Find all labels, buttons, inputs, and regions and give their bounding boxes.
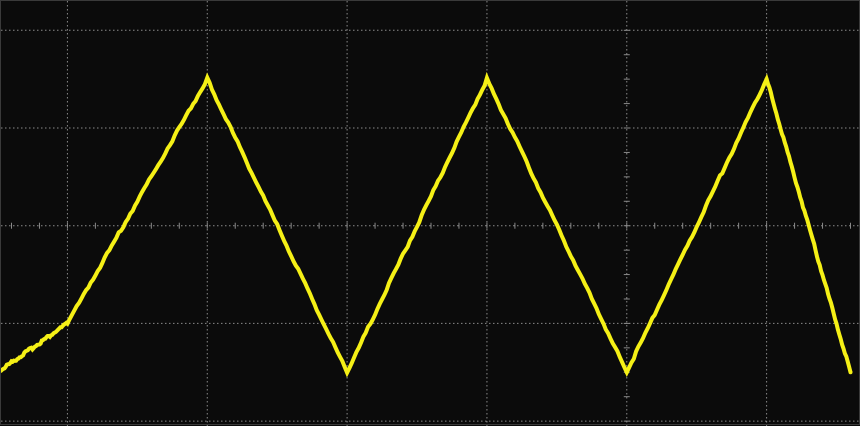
waveform-vertex-point (484, 77, 489, 82)
waveform-vertex-point (345, 370, 350, 375)
trace-layer (1, 71, 853, 378)
waveform-vertex-point (624, 370, 629, 375)
waveform-vertex-point (848, 370, 853, 375)
waveform-vertex-point (65, 321, 70, 326)
waveform-vertex-point (205, 77, 210, 82)
waveform-trace (1, 71, 853, 378)
center-axis-ticks (10, 29, 852, 422)
waveform-vertex-point (764, 77, 769, 82)
